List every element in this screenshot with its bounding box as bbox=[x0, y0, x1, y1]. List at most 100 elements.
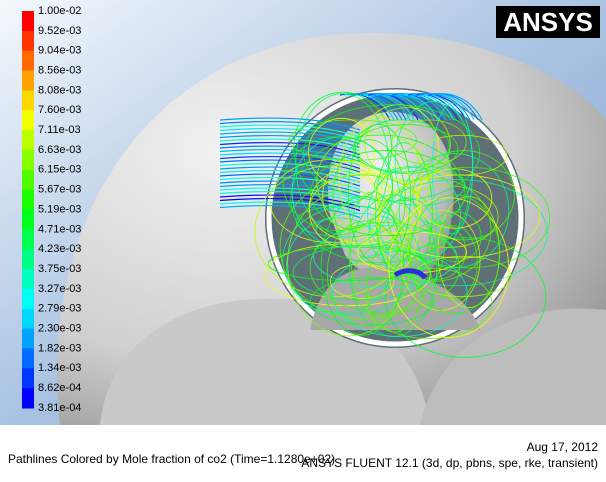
legend-label: 6.63e-03 bbox=[38, 144, 81, 156]
pathline bbox=[409, 194, 501, 315]
geometry-duct bbox=[420, 308, 606, 425]
pathline bbox=[347, 123, 411, 266]
legend-label: 8.62e-04 bbox=[38, 382, 81, 394]
colorbar-block bbox=[22, 110, 34, 131]
pathline bbox=[348, 191, 399, 298]
pathline bbox=[295, 93, 390, 235]
colorbar-block bbox=[22, 11, 34, 32]
colorbar-block bbox=[22, 90, 34, 111]
pathline bbox=[316, 131, 431, 231]
colorbar: 1.00e-02 9.52e-03 9.04e-03 8.56e-03 8.08e-03… bbox=[22, 5, 81, 414]
pathline bbox=[282, 136, 394, 232]
logo: ANSYS bbox=[503, 7, 593, 37]
pathline bbox=[279, 174, 445, 320]
pathline bbox=[393, 268, 428, 280]
pathline bbox=[416, 134, 508, 176]
pathline bbox=[219, 134, 361, 149]
pathline bbox=[309, 277, 434, 326]
pathline bbox=[310, 150, 466, 237]
pathline bbox=[219, 169, 361, 184]
ring bbox=[266, 89, 524, 347]
legend-label: 3.81e-04 bbox=[38, 402, 81, 414]
pathline bbox=[219, 124, 361, 138]
pathline bbox=[384, 237, 547, 358]
pathline bbox=[292, 245, 431, 301]
colorbar-block bbox=[22, 30, 34, 52]
pathline bbox=[219, 131, 361, 145]
pathline bbox=[219, 176, 361, 191]
pathline bbox=[398, 153, 510, 269]
colorbar-block bbox=[22, 189, 34, 210]
pathline bbox=[290, 134, 469, 264]
colorbar-block bbox=[22, 308, 34, 330]
pathline bbox=[264, 243, 431, 307]
colorbar-block bbox=[22, 149, 34, 171]
pathline bbox=[219, 148, 361, 163]
pathline bbox=[413, 255, 512, 298]
pathline bbox=[219, 120, 361, 135]
pathline bbox=[367, 166, 461, 263]
colorbar-block bbox=[22, 348, 34, 369]
legend-label: 3.75e-03 bbox=[38, 263, 81, 275]
render-view: 1.00e-02 9.52e-03 9.04e-03 8.56e-03 8.08e-03… bbox=[0, 0, 606, 425]
legend-label: 9.52e-03 bbox=[38, 25, 81, 37]
colorbar-block bbox=[22, 368, 34, 389]
colorbar-block bbox=[22, 70, 34, 91]
pathline bbox=[329, 263, 395, 299]
legend-label: 1.00e-02 bbox=[38, 5, 81, 17]
legend-label: 7.60e-03 bbox=[38, 104, 81, 116]
pathline bbox=[431, 102, 474, 235]
pathline bbox=[219, 117, 361, 131]
colorbar-block bbox=[22, 249, 34, 270]
legend-label: 1.82e-03 bbox=[38, 342, 81, 354]
pathline bbox=[219, 187, 361, 201]
legend-label: 5.19e-03 bbox=[38, 203, 81, 215]
pathline bbox=[219, 145, 361, 159]
legend-label: 8.56e-03 bbox=[38, 64, 81, 76]
pathline bbox=[219, 197, 361, 212]
pathline bbox=[368, 179, 548, 287]
colorbar-block bbox=[22, 328, 34, 349]
pathline bbox=[431, 93, 483, 121]
pathline bbox=[354, 119, 450, 173]
legend-label: 4.71e-03 bbox=[38, 223, 81, 235]
pathline bbox=[428, 211, 482, 262]
pathline bbox=[219, 173, 361, 187]
pathline bbox=[377, 165, 419, 271]
colorbar-block bbox=[22, 269, 34, 290]
colorbar-block bbox=[22, 169, 34, 191]
pathline bbox=[219, 138, 361, 152]
colorbar-block bbox=[22, 288, 34, 310]
pathline bbox=[219, 201, 361, 215]
colorbar-block bbox=[22, 50, 34, 72]
legend-label: 3.27e-03 bbox=[38, 283, 81, 295]
colorbar-block bbox=[22, 209, 34, 230]
pathlines bbox=[219, 91, 551, 358]
legend-label: 2.30e-03 bbox=[38, 323, 81, 335]
caption-software: ANSYS FLUENT 12.1 (3d, dp, pbns, spe, rk… bbox=[301, 456, 598, 470]
pathline bbox=[332, 139, 406, 259]
legend-label: 1.34e-03 bbox=[38, 362, 81, 374]
pathline bbox=[219, 183, 361, 198]
colorbar-block bbox=[22, 130, 34, 151]
pathline bbox=[391, 119, 467, 166]
pathline bbox=[366, 241, 423, 333]
colorbar-block bbox=[22, 229, 34, 250]
pathline bbox=[219, 155, 361, 170]
pathline bbox=[387, 166, 551, 269]
legend-label: 2.79e-03 bbox=[38, 303, 81, 315]
legend-label: 8.08e-03 bbox=[38, 84, 81, 96]
pathline bbox=[388, 197, 510, 338]
pathline bbox=[219, 190, 361, 205]
logo-box bbox=[496, 6, 600, 38]
legend-label: 5.67e-03 bbox=[38, 184, 81, 196]
caption-title: Pathlines Colored by Mole fraction of co… bbox=[8, 452, 336, 466]
pathline bbox=[376, 177, 492, 282]
colorbar-block bbox=[22, 388, 34, 409]
legend-label: 4.23e-03 bbox=[38, 243, 81, 255]
legend-label: 7.11e-03 bbox=[38, 124, 81, 136]
legend-label: 9.04e-03 bbox=[38, 45, 81, 57]
caption-date: Aug 17, 2012 bbox=[526, 440, 598, 454]
pathline bbox=[320, 195, 405, 336]
